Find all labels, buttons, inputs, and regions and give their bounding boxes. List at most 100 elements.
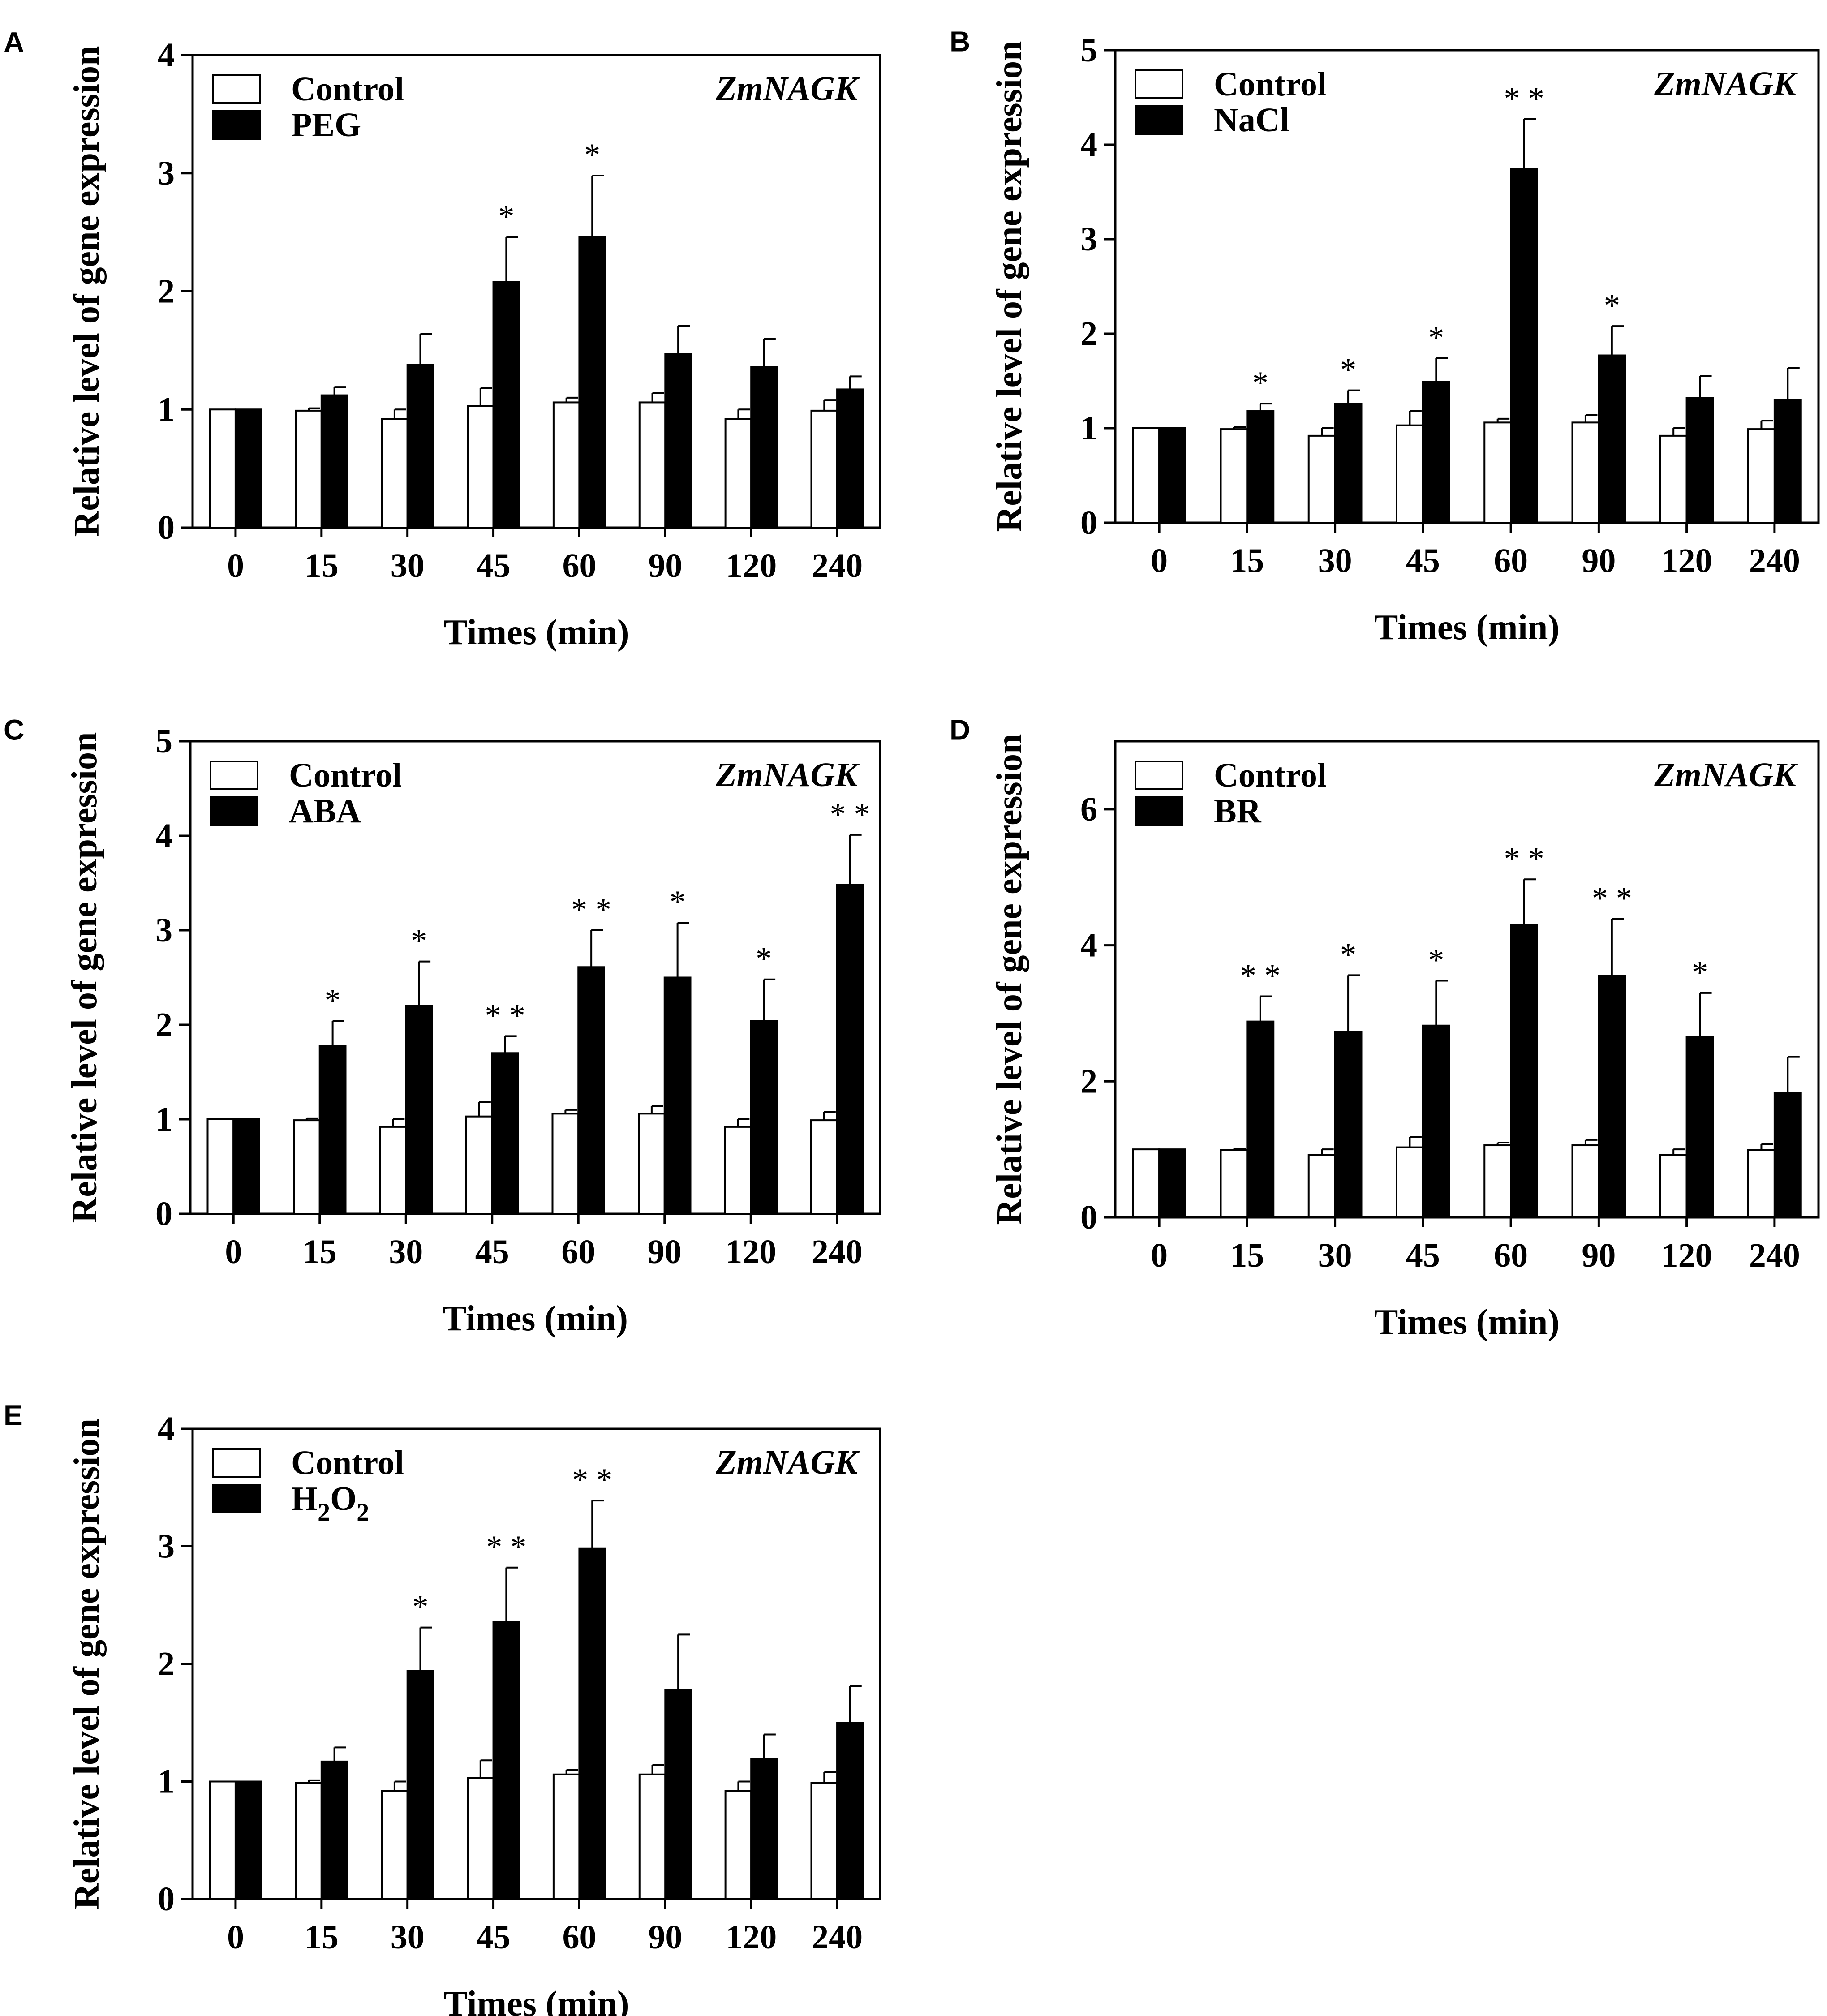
gene-label: ZmNAGK — [715, 1444, 860, 1481]
control-bar — [1659, 1154, 1688, 1219]
x-tick-label: 60 — [1494, 1237, 1528, 1274]
control-bar — [467, 1777, 494, 1900]
y-tick-label: 4 — [158, 36, 175, 74]
significance-marker: * — [756, 941, 772, 977]
y-tick-label: 3 — [155, 911, 172, 949]
x-tick-label: 90 — [1582, 1237, 1616, 1274]
treatment-bar — [663, 976, 692, 1215]
x-axis-label: Times (min) — [443, 1299, 628, 1338]
x-tick-label: 45 — [1406, 1237, 1440, 1274]
treatment-bar — [578, 236, 606, 529]
x-tick-label: 30 — [389, 1233, 423, 1271]
y-tick-label: 4 — [158, 1410, 175, 1448]
x-tick-label: 120 — [1661, 542, 1712, 580]
treatment-bar — [1158, 427, 1186, 524]
treatment-bar — [1334, 1031, 1363, 1218]
legend-swatch-treatment — [212, 110, 261, 140]
control-bar — [1307, 434, 1336, 524]
treatment-bar — [234, 1780, 262, 1900]
significance-marker: * * — [1592, 880, 1632, 916]
y-tick-label: 0 — [1080, 504, 1097, 542]
control-bar — [1571, 1144, 1600, 1219]
panel-letter: B — [950, 25, 970, 57]
y-axis-label: Relative level of gene expression — [990, 41, 1029, 532]
x-tick-label: 120 — [726, 1918, 777, 1956]
x-tick-label: 45 — [477, 1918, 511, 1956]
control-bar — [1220, 1149, 1248, 1218]
y-tick-label: 4 — [155, 817, 172, 855]
x-tick-label: 60 — [1494, 542, 1528, 580]
legend-label-treatment: NaCl — [1214, 101, 1290, 139]
significance-marker: * — [1428, 320, 1444, 356]
gene-label: ZmNAGK — [1654, 65, 1798, 103]
control-bar — [1483, 421, 1512, 524]
treatment-bar — [1773, 1092, 1802, 1218]
significance-marker: * — [1340, 352, 1356, 388]
y-tick-label: 6 — [1080, 791, 1097, 828]
treatment-bar — [406, 1670, 434, 1900]
x-axis-label: Times (min) — [1374, 1302, 1560, 1342]
x-tick-label: 45 — [477, 547, 511, 585]
control-bar — [465, 1115, 493, 1215]
x-axis-label: Times (min) — [1374, 608, 1560, 647]
significance-marker: * * — [1504, 841, 1544, 877]
treatment-bar — [836, 1722, 864, 1900]
x-tick-label: 30 — [1318, 1237, 1352, 1274]
control-bar — [1659, 434, 1688, 524]
x-tick-label: 240 — [812, 1918, 863, 1956]
significance-marker: * * — [485, 997, 525, 1033]
y-tick-label: 2 — [155, 1006, 172, 1044]
legend-swatch-control — [1135, 761, 1183, 790]
legend-swatch-treatment — [1135, 105, 1183, 135]
legend-label-treatment: BR — [1214, 792, 1262, 830]
x-tick-label: 15 — [1230, 1237, 1264, 1274]
treatment-bar — [232, 1118, 260, 1215]
control-bar — [206, 1118, 235, 1215]
control-bar — [381, 1790, 408, 1900]
control-bar — [1396, 1146, 1424, 1219]
treatment-bar — [1773, 399, 1802, 524]
significance-marker: * — [1340, 937, 1356, 972]
plot-frame — [189, 740, 881, 1215]
chart-panel-e: E 0 1 2 3 4 0 15 30 * 45 * * 60 * * 90 120 240 Times (min… — [4, 1399, 881, 2016]
treatment-bar — [1158, 1148, 1186, 1218]
x-tick-label: 90 — [1582, 542, 1616, 580]
x-tick-label: 240 — [1749, 1237, 1800, 1274]
significance-marker: * — [498, 198, 514, 234]
plot-frame — [1114, 49, 1820, 524]
treatment-bar — [492, 1621, 520, 1900]
control-bar — [1571, 421, 1600, 524]
legend-swatch-control — [1135, 69, 1183, 99]
legend-swatch-treatment — [210, 796, 258, 826]
control-bar — [1483, 1144, 1512, 1219]
treatment-bar — [836, 388, 864, 529]
y-axis-label: Relative level of gene expression — [990, 734, 1029, 1225]
y-tick-label: 2 — [158, 273, 175, 310]
control-bar — [638, 401, 666, 529]
y-axis-label: Relative level of gene expression — [67, 1419, 107, 1909]
x-tick-label: 0 — [225, 1233, 242, 1271]
plot-frame — [1114, 740, 1820, 1219]
treatment-bar — [405, 1005, 433, 1215]
y-tick-label: 3 — [1080, 220, 1097, 258]
legend-label-treatment: PEG — [291, 106, 361, 144]
control-bar — [293, 1119, 321, 1215]
x-tick-label: 30 — [1318, 542, 1352, 580]
y-tick-label: 2 — [1080, 1062, 1097, 1100]
control-bar — [295, 1782, 322, 1900]
x-tick-label: 240 — [812, 1233, 863, 1271]
treatment-bar — [320, 394, 348, 529]
x-tick-label: 240 — [1749, 542, 1800, 580]
control-bar — [810, 1782, 838, 1900]
x-tick-label: 0 — [227, 1918, 244, 1956]
x-axis-label: Times (min) — [443, 1984, 629, 2016]
treatment-bar — [1598, 354, 1626, 524]
chart-panel-a: A 0 1 2 3 4 0 15 30 45 * 60 * 90 120 240 Times (min) Rela… — [4, 26, 881, 652]
x-tick-label: 90 — [648, 1918, 682, 1956]
panel-letter: C — [4, 714, 24, 746]
y-tick-label: 4 — [1080, 126, 1097, 163]
x-tick-label: 60 — [562, 1918, 596, 1956]
y-axis-label: Relative level of gene expression — [67, 46, 107, 537]
significance-marker: * * — [1240, 958, 1281, 993]
